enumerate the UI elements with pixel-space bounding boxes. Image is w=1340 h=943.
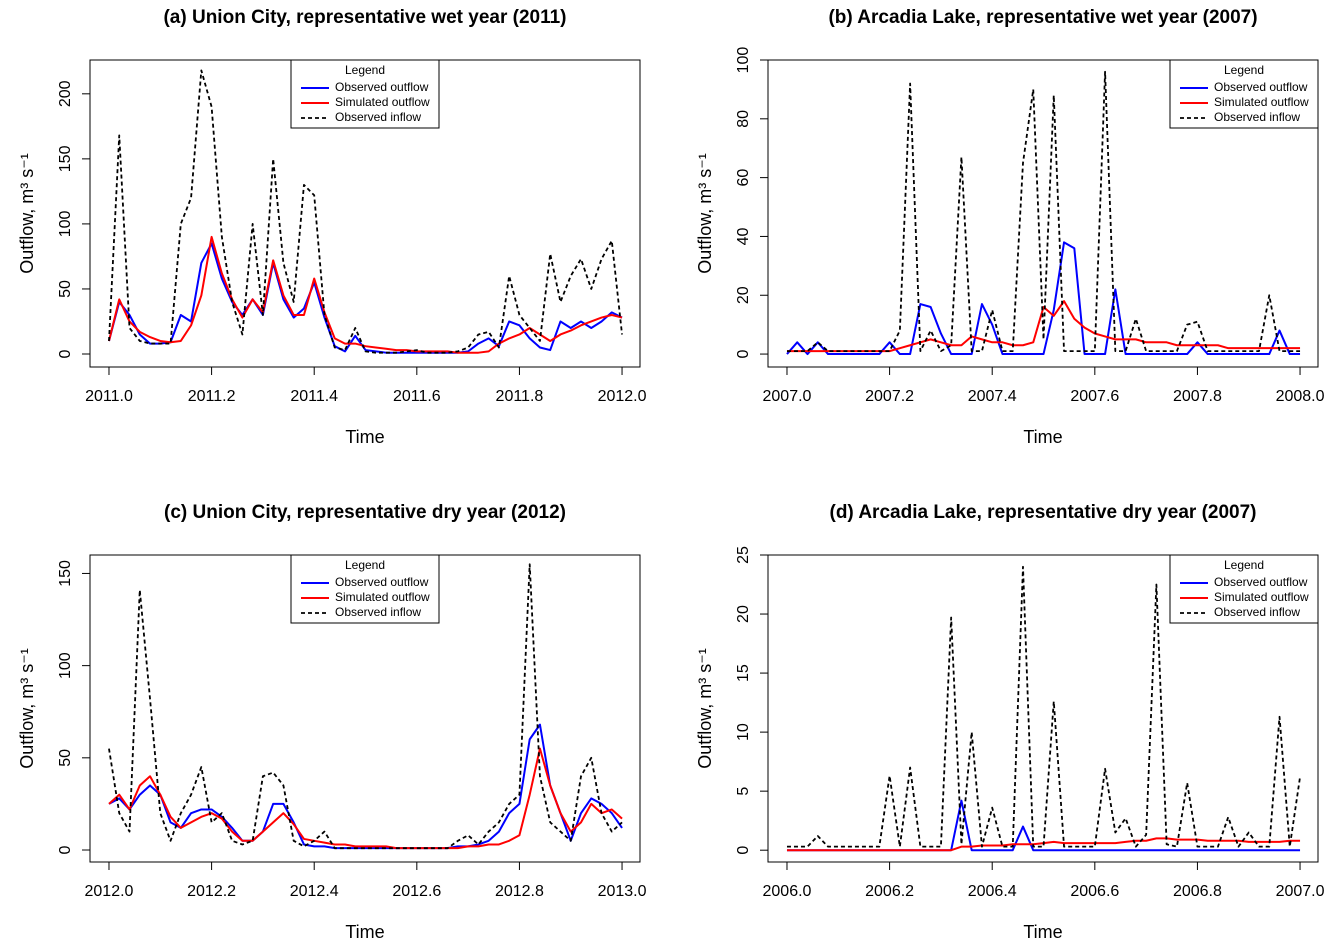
x-tick-label: 2007.8	[1173, 388, 1222, 405]
x-tick-label: 2006.4	[968, 883, 1017, 900]
y-tick-label: 80	[735, 110, 752, 128]
legend-label: Observed outflow	[335, 575, 429, 589]
y-tick-label: 100	[57, 652, 74, 679]
x-tick-label: 2007.0	[1276, 883, 1325, 900]
y-tick-label: 0	[57, 845, 74, 854]
y-tick-label: 0	[57, 349, 74, 358]
legend-label: Observed inflow	[335, 110, 421, 124]
x-tick-label: 2006.8	[1173, 883, 1222, 900]
legend-label: Observed outflow	[1214, 80, 1308, 94]
legend-title: Legend	[1224, 558, 1264, 572]
series-line	[108, 235, 623, 354]
series-line	[786, 565, 1301, 848]
legend-title: Legend	[345, 63, 385, 77]
chart-title: (b) Arcadia Lake, representative wet yea…	[828, 7, 1257, 28]
y-tick-label: 100	[735, 47, 752, 74]
legend-label: Simulated outflow	[1214, 590, 1309, 604]
x-tick-label: 2011.0	[85, 388, 133, 405]
y-tick-label: 100	[57, 210, 74, 237]
series-line	[108, 723, 623, 850]
x-axis-title: Time	[345, 922, 384, 942]
series-line	[786, 241, 1301, 356]
plot-box	[767, 554, 1319, 863]
x-tick-label: 2012.8	[495, 883, 544, 900]
chart-title: (a) Union City, representative wet year …	[163, 7, 566, 28]
legend-box	[1169, 59, 1319, 129]
x-tick-label: 2011.8	[496, 388, 544, 405]
x-tick-label: 2008.0	[1276, 388, 1325, 405]
legend-box	[290, 59, 440, 129]
panel: (a) Union City, representative wet year …	[17, 7, 647, 447]
x-tick-label: 2012.6	[392, 883, 441, 900]
x-axis-title: Time	[1023, 922, 1062, 942]
series-line	[108, 747, 623, 850]
series-group	[786, 565, 1301, 852]
y-tick-label: 10	[735, 723, 752, 741]
y-tick-label: 40	[735, 227, 752, 245]
legend-label: Observed inflow	[1214, 110, 1300, 124]
legend-title: Legend	[345, 558, 385, 572]
y-axis-title: Outflow, m³ s⁻¹	[695, 648, 715, 769]
y-axis-title: Outflow, m³ s⁻¹	[17, 153, 37, 274]
x-tick-label: 2006.0	[763, 883, 812, 900]
series-line	[108, 69, 623, 354]
y-tick-label: 15	[735, 664, 752, 682]
y-tick-label: 200	[57, 80, 74, 107]
legend-title: Legend	[1224, 63, 1264, 77]
chart-title: (d) Arcadia Lake, representative dry yea…	[830, 502, 1257, 523]
x-tick-label: 2007.2	[865, 388, 914, 405]
x-tick-label: 2006.2	[865, 883, 914, 900]
legend-label: Simulated outflow	[335, 95, 430, 109]
x-tick-label: 2012.0	[598, 388, 647, 405]
legend-label: Observed inflow	[335, 605, 421, 619]
panel: (b) Arcadia Lake, representative wet yea…	[695, 7, 1325, 447]
panel: (c) Union City, representative dry year …	[17, 502, 647, 942]
y-axis-title: Outflow, m³ s⁻¹	[695, 153, 715, 274]
plot-box	[767, 59, 1319, 368]
series-line	[108, 242, 623, 354]
y-tick-label: 0	[735, 350, 752, 359]
chart-title: (c) Union City, representative dry year …	[164, 502, 566, 523]
legend-label: Simulated outflow	[1214, 95, 1309, 109]
x-tick-label: 2011.6	[393, 388, 441, 405]
y-tick-label: 50	[57, 749, 74, 767]
legend-label: Observed outflow	[1214, 575, 1308, 589]
x-tick-label: 2013.0	[598, 883, 647, 900]
series-group	[108, 69, 623, 354]
series-group	[108, 563, 623, 850]
y-tick-label: 20	[735, 605, 752, 623]
series-line	[786, 300, 1301, 353]
series-line	[786, 70, 1301, 353]
y-axis-title: Outflow, m³ s⁻¹	[17, 648, 37, 769]
x-tick-label: 2007.0	[763, 388, 812, 405]
legend-box	[1169, 554, 1319, 624]
legend-box	[290, 554, 440, 624]
y-tick-label: 25	[735, 546, 752, 564]
legend-label: Observed outflow	[335, 80, 429, 94]
x-tick-label: 2012.4	[290, 883, 339, 900]
series-group	[786, 70, 1301, 356]
y-tick-label: 20	[735, 286, 752, 304]
x-tick-label: 2012.2	[187, 883, 236, 900]
legend-label: Simulated outflow	[335, 590, 430, 604]
series-line	[108, 563, 623, 850]
x-tick-label: 2011.4	[290, 388, 338, 405]
x-tick-label: 2011.2	[188, 388, 236, 405]
x-axis-title: Time	[345, 427, 384, 447]
legend-label: Observed inflow	[1214, 605, 1300, 619]
y-tick-label: 0	[735, 846, 752, 855]
x-tick-label: 2007.4	[968, 388, 1017, 405]
y-tick-label: 50	[57, 280, 74, 298]
x-tick-label: 2007.6	[1070, 388, 1119, 405]
panel: (d) Arcadia Lake, representative dry yea…	[695, 502, 1325, 942]
x-tick-label: 2012.0	[85, 883, 134, 900]
y-tick-label: 5	[735, 787, 752, 796]
x-axis-title: Time	[1023, 427, 1062, 447]
y-tick-label: 150	[57, 145, 74, 172]
y-tick-label: 60	[735, 169, 752, 187]
x-tick-label: 2006.6	[1070, 883, 1119, 900]
y-tick-label: 150	[57, 560, 74, 587]
